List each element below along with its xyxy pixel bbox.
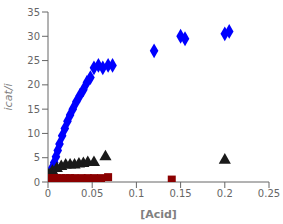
svg-text:10: 10 xyxy=(27,128,40,139)
svg-text:25: 25 xyxy=(27,55,40,66)
svg-text:5: 5 xyxy=(34,152,40,163)
svg-text:0.1: 0.1 xyxy=(128,188,144,199)
svg-text:0.2: 0.2 xyxy=(217,188,233,199)
svg-text:15: 15 xyxy=(27,104,40,115)
svg-text:20: 20 xyxy=(27,79,40,90)
svg-text:0.15: 0.15 xyxy=(169,188,191,199)
svg-text:0.25: 0.25 xyxy=(258,188,275,199)
svg-text:0.05: 0.05 xyxy=(81,188,103,199)
svg-text:35: 35 xyxy=(27,7,40,18)
svg-text:0: 0 xyxy=(45,188,51,199)
svg-text:0: 0 xyxy=(34,177,40,188)
svg-text:30: 30 xyxy=(27,31,40,42)
svg-text:icat/i: icat/i xyxy=(8,84,15,111)
svg-text:[Acid]: [Acid] xyxy=(140,208,177,221)
